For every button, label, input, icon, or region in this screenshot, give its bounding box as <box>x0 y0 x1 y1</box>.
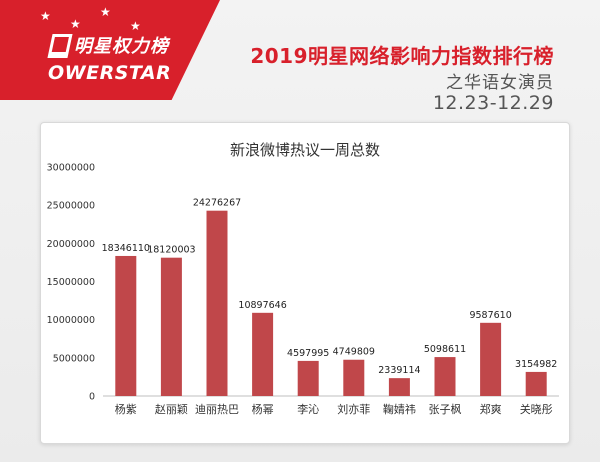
data-label: 4597995 <box>287 348 329 359</box>
x-tick-label: 迪丽热巴 <box>195 403 239 416</box>
star-icon: ★ <box>40 9 51 23</box>
date-range: 12.23-12.29 <box>432 92 554 114</box>
data-label: 10897646 <box>238 300 286 311</box>
star-icon: ★ <box>70 17 81 31</box>
bar <box>434 357 456 396</box>
y-tick-label: 5000000 <box>53 353 95 364</box>
y-tick-label: 20000000 <box>47 239 95 250</box>
x-tick-label: 刘亦菲 <box>337 402 370 416</box>
data-label: 5098611 <box>424 344 466 355</box>
bar <box>388 378 410 396</box>
star-icon: ★ <box>130 19 141 33</box>
x-tick-label: 李沁 <box>297 402 319 416</box>
bar <box>480 322 502 396</box>
data-label: 9587610 <box>469 310 511 321</box>
y-tick-label: 10000000 <box>47 315 95 326</box>
x-tick-label: 关晓彤 <box>520 402 553 416</box>
data-label: 2339114 <box>378 365 420 376</box>
bar <box>343 359 365 396</box>
bar <box>525 371 547 396</box>
y-tick-label: 25000000 <box>47 201 95 212</box>
x-tick-label: 杨紫 <box>115 402 137 416</box>
bar <box>115 255 137 396</box>
data-label: 24276267 <box>193 198 241 209</box>
x-tick-label: 张子枫 <box>429 402 462 416</box>
page-title: 2019明星网络影响力指数排行榜 <box>250 44 554 68</box>
bar <box>297 360 319 396</box>
x-tick-label: 鞠婧祎 <box>383 402 416 416</box>
bar-chart: 新浪微博热议一周总数 0 5000000 10000000 15000000 20000… <box>47 141 559 416</box>
data-label: 18120003 <box>147 245 195 256</box>
bar <box>160 257 182 396</box>
bar <box>206 210 228 396</box>
star-icon: ★ <box>100 5 111 19</box>
x-tick-label: 杨幂 <box>252 402 274 416</box>
y-tick-label: 0 <box>89 392 95 403</box>
logo-chinese: 明星权力榜 <box>74 36 169 57</box>
page-subtitle: 之华语女演员 <box>446 73 554 93</box>
data-label: 18346110 <box>102 243 150 254</box>
y-tick-label: 15000000 <box>47 277 95 288</box>
chart-title: 新浪微博热议一周总数 <box>230 141 380 159</box>
data-label: 4749809 <box>333 347 375 358</box>
bar <box>252 312 274 396</box>
x-tick-label: 郑爽 <box>480 402 502 416</box>
y-tick-label: 30000000 <box>47 163 95 174</box>
x-tick-label: 赵丽颖 <box>155 402 188 416</box>
chart-card: 新浪微博热议一周总数 0 5000000 10000000 15000000 20000… <box>40 122 570 444</box>
data-label: 3154982 <box>515 359 557 370</box>
logo-english: OWERSTAR <box>48 62 172 84</box>
